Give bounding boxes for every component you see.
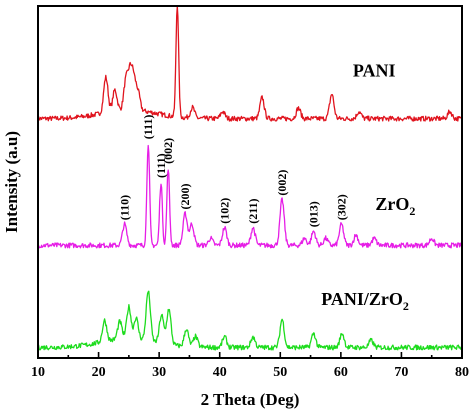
peak-label: (002)	[275, 170, 289, 196]
peak-label: (302)	[335, 194, 349, 220]
x-axis-ticks	[37, 352, 463, 358]
x-tick-label: 40	[213, 365, 227, 380]
series-label-pani: PANI	[353, 60, 396, 80]
x-axis-title: 2 Theta (Deg)	[201, 390, 300, 409]
peak-label: (002)	[161, 138, 175, 164]
peak-label: (211)	[246, 198, 260, 223]
x-tick-label: 30	[152, 365, 166, 380]
series-line-pani	[37, 5, 463, 122]
x-tick-label: 20	[92, 365, 106, 380]
x-tick-label: 50	[273, 365, 287, 380]
peak-label: (111)	[154, 153, 168, 178]
x-tick-label: 80	[455, 365, 469, 380]
peak-label: (102)	[218, 198, 232, 224]
series-line-zro	[37, 144, 463, 249]
x-tick-label: 10	[31, 365, 45, 380]
series-labels: PANI ZrO2 PANI/ZrO2	[321, 60, 415, 313]
series-label-pani-zro: PANI/ZrO2	[321, 289, 409, 313]
x-tick-label: 70	[394, 365, 408, 380]
series-label-zro: ZrO2	[375, 194, 415, 218]
peak-label: (013)	[307, 201, 321, 227]
peak-labels: (110)(111)(111)(002)(200)(102) (211)(002)…	[118, 115, 349, 228]
x-tick-label: 60	[334, 365, 348, 380]
x-axis-tick-labels: 10 20 30 40 50 60 70 80	[31, 365, 469, 380]
series-traces	[37, 5, 463, 351]
peak-label: (110)	[118, 195, 132, 220]
series-line-pani-zro	[37, 290, 463, 351]
peak-label: (111)	[141, 115, 155, 140]
y-axis-title: Intensity (a.u)	[2, 131, 21, 233]
peak-label: (200)	[178, 184, 192, 210]
